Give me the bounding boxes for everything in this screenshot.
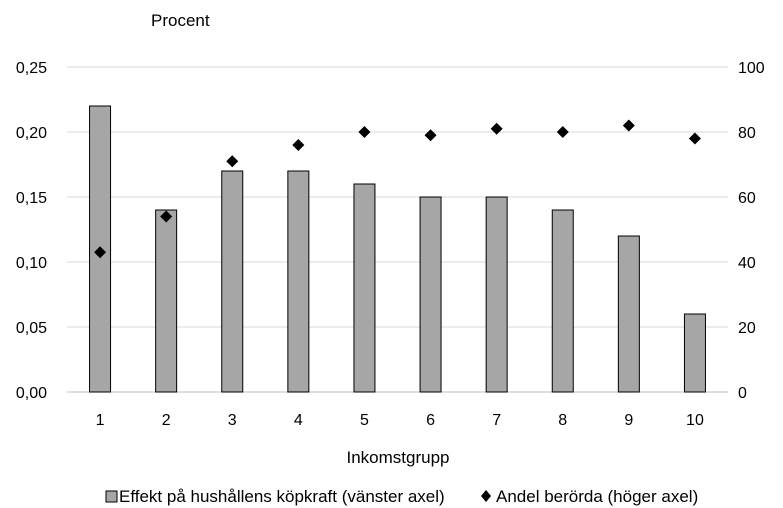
left-tick-label: 0,10 [16,255,47,272]
x-axis-title: Inkomstgrupp [347,448,450,467]
bar [155,209,178,393]
bar [617,235,640,393]
left-tick-label: 0,05 [16,320,47,337]
left-tick-label: 0,15 [16,190,47,207]
x-tick-label: 1 [96,412,105,429]
legend: Effekt på hushållens köpkraft (vänster a… [105,487,698,506]
left-tick-label: 0,25 [16,60,47,77]
diamond-marker [358,126,371,138]
bar [221,170,244,393]
right-tick-label: 0 [738,385,747,402]
left-tick-label: 0,20 [16,125,47,142]
diamond-marker [622,119,635,132]
diamond-marker [94,246,107,259]
left-axis-ticks: 0,00 0,05 0,10 0,15 0,20 0,25 [16,60,47,402]
bar-series [89,105,706,393]
diamond-marker [160,210,173,223]
x-tick-label: 10 [686,412,704,429]
x-tick-label: 7 [492,412,501,429]
diamond-marker [226,155,239,168]
legend-bar-swatch [105,490,118,503]
x-tick-label: 6 [426,412,435,429]
diamond-marker [292,139,305,151]
left-tick-label: 0,00 [16,385,47,402]
x-tick-label: 5 [360,412,369,429]
x-tick-label: 3 [228,412,237,429]
diamond-marker [688,132,701,145]
bar [683,313,706,393]
x-tick-label: 4 [294,412,303,429]
bar [353,183,376,393]
x-tick-label: 8 [558,412,567,429]
diamond-marker [556,126,569,138]
gridlines [67,66,728,393]
right-tick-label: 20 [738,320,756,337]
right-tick-label: 40 [738,255,756,272]
bar [287,170,310,393]
x-tick-label: 2 [162,412,171,429]
unit-label: Procent [151,11,210,30]
right-axis-ticks: 0 20 40 60 80 100 [738,60,765,402]
diamond-marker [490,122,503,135]
x-tick-label: 9 [624,412,633,429]
right-tick-label: 100 [738,60,765,77]
bar [485,196,508,393]
diamond-marker [424,129,437,142]
legend-bar-label: Effekt på hushållens köpkraft (vänster a… [119,487,445,506]
right-tick-label: 80 [738,125,756,142]
legend-marker-label: Andel berörda (höger axel) [496,487,698,506]
marker-series [94,119,701,259]
right-tick-label: 60 [738,190,756,207]
legend-diamond-icon [481,490,491,502]
bar [551,209,574,393]
bar [419,196,442,393]
x-axis-ticks: 1 2 3 4 5 6 7 8 9 10 [96,412,704,429]
